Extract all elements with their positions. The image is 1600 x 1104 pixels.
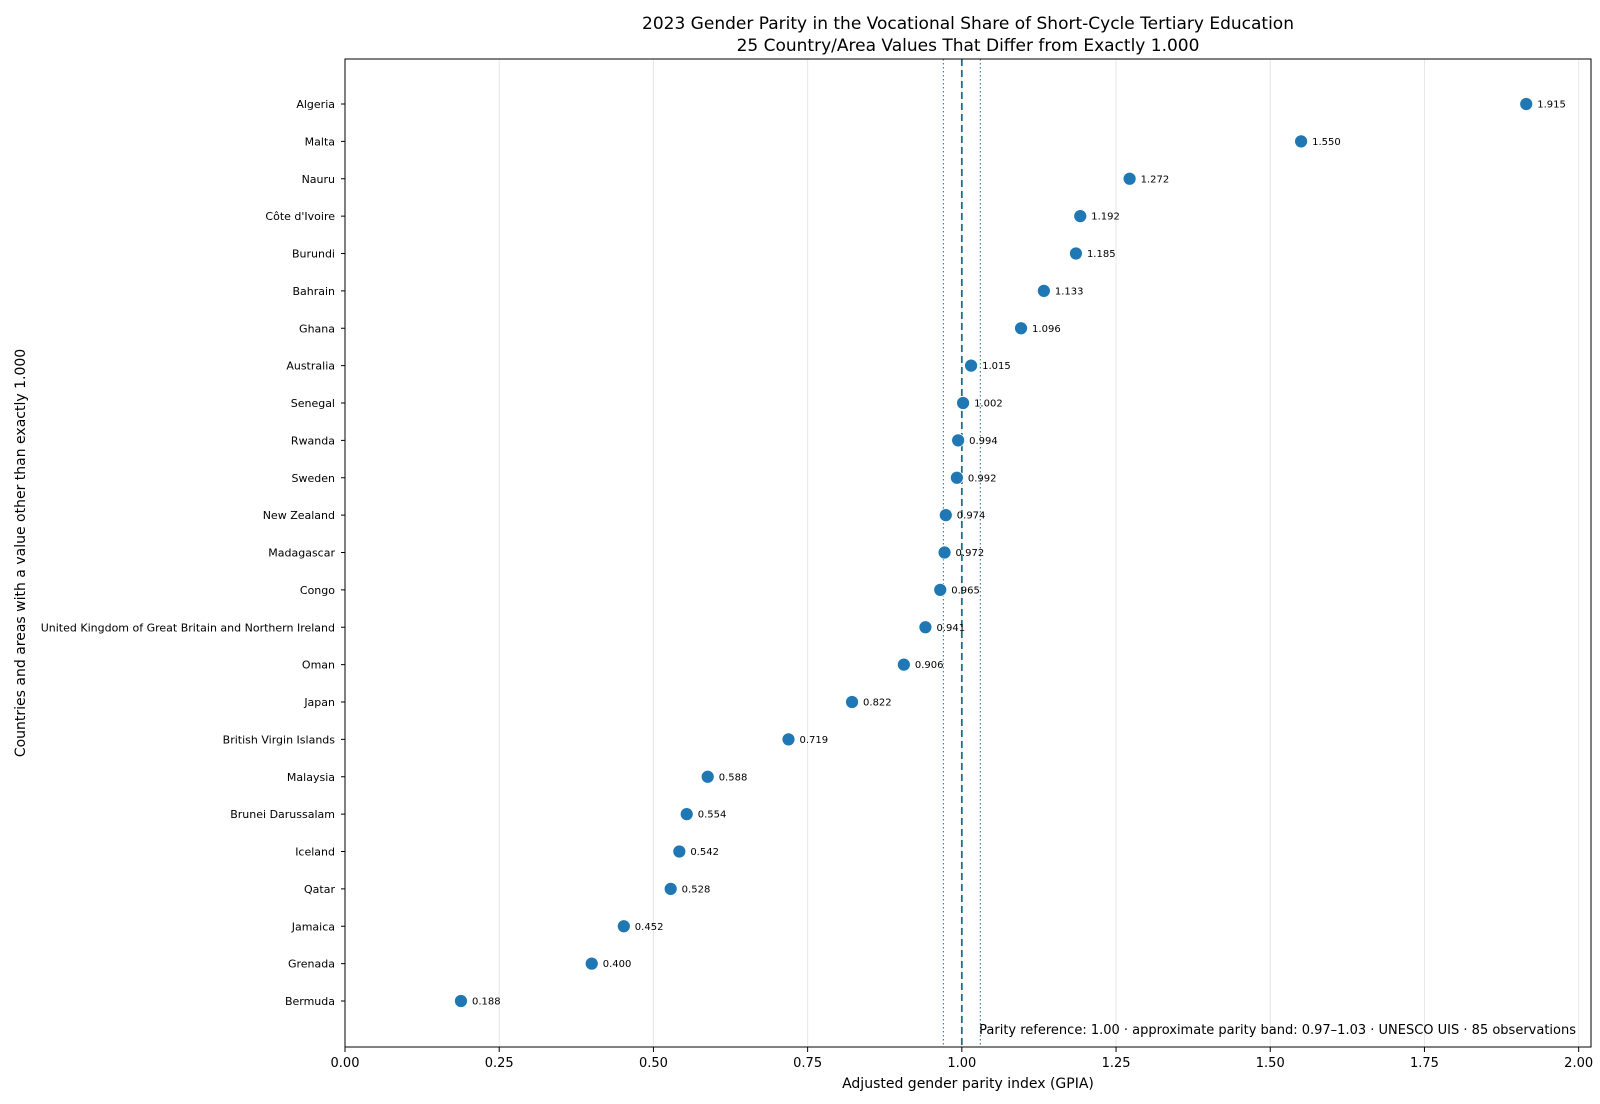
value-label: 0.906 <box>915 660 944 671</box>
data-point <box>781 732 796 747</box>
y-tick-label: Congo <box>300 584 335 597</box>
x-tick-label: 1.75 <box>1410 1056 1439 1071</box>
value-label: 0.554 <box>698 810 727 821</box>
y-tick-label: New Zealand <box>263 509 335 522</box>
data-point <box>616 919 631 934</box>
value-label: 1.272 <box>1141 174 1170 185</box>
y-tick-labels: Algeria Malta Nauru Côte d'Ivoire Burundi Bah… <box>41 98 345 1008</box>
y-tick-label: Iceland <box>295 846 335 859</box>
y-tick-label: Oman <box>302 659 335 672</box>
data-point <box>672 844 687 859</box>
value-label: 0.528 <box>682 884 711 895</box>
y-tick-label: Jamaica <box>291 920 335 933</box>
value-label: 1.185 <box>1087 249 1116 260</box>
value-label: 0.188 <box>472 997 501 1008</box>
y-axis-label: Countries and areas with a value other t… <box>13 349 29 757</box>
value-label: 0.941 <box>936 623 965 634</box>
data-point <box>1014 321 1028 336</box>
x-tick-label: 0.25 <box>485 1056 514 1071</box>
y-tick-label: Ghana <box>299 322 335 335</box>
value-label: 1.550 <box>1312 137 1341 148</box>
data-point <box>956 396 970 410</box>
data-point <box>964 358 978 373</box>
y-tick-label: Malaysia <box>287 771 335 784</box>
y-tick-label: Bermuda <box>285 995 335 1008</box>
y-tick-label: Burundi <box>292 248 335 261</box>
x-tick-label: 1.00 <box>947 1056 976 1071</box>
data-point <box>918 620 933 635</box>
chart-title: 2023 Gender Parity in the Vocational Sha… <box>642 14 1294 34</box>
y-tick-label: Sweden <box>292 472 335 485</box>
y-tick-label: Madagascar <box>268 547 335 560</box>
value-label: 0.822 <box>863 698 892 709</box>
data-point <box>896 657 911 672</box>
x-tick-label: 1.25 <box>1102 1056 1131 1071</box>
y-tick-label: United Kingdom of Great Britain and Nort… <box>41 621 335 634</box>
y-tick-label: Grenada <box>288 958 335 971</box>
value-label: 1.133 <box>1055 286 1084 297</box>
y-tick-label: Algeria <box>296 98 335 111</box>
data-point <box>1294 134 1308 149</box>
x-tick-label: 0.50 <box>639 1056 668 1071</box>
plot-frame <box>344 58 1592 1048</box>
value-label: 1.002 <box>974 399 1003 410</box>
value-label: 1.192 <box>1091 212 1120 223</box>
y-tick-label: Brunei Darussalam <box>230 808 335 821</box>
data-point <box>1069 246 1083 261</box>
y-tick-label: Rwanda <box>291 434 335 447</box>
x-tick-label: 1.50 <box>1256 1056 1285 1071</box>
data-point <box>845 695 859 709</box>
data-point <box>937 545 952 560</box>
y-tick-label: Côte d'Ivoire <box>265 210 335 223</box>
data-point <box>663 881 678 896</box>
x-tick-label: 0.75 <box>793 1056 822 1071</box>
data-point <box>679 807 694 822</box>
x-axis: 0.00 0.25 0.50 0.75 1.00 1.25 1.50 1.75 2.00 <box>331 1047 1593 1071</box>
value-label: 0.992 <box>968 473 997 484</box>
data-point <box>584 956 599 971</box>
data-point <box>949 470 964 485</box>
y-tick-label: Qatar <box>304 883 335 896</box>
data-point <box>1036 283 1051 298</box>
y-tick-label: Australia <box>286 360 335 373</box>
data-point <box>1122 171 1137 186</box>
y-tick-label: British Virgin Islands <box>223 733 336 746</box>
data-point <box>1073 209 1088 224</box>
value-label: 0.719 <box>800 735 829 746</box>
value-label: 1.015 <box>982 361 1011 372</box>
data-point <box>1519 97 1534 111</box>
x-tick-label: 2.00 <box>1564 1056 1593 1071</box>
value-label: 0.588 <box>719 772 748 783</box>
value-label: 0.965 <box>951 585 980 596</box>
value-label: 0.974 <box>957 511 986 522</box>
value-label: 0.994 <box>969 436 998 447</box>
value-label: 1.915 <box>1537 100 1566 111</box>
gridlines <box>344 59 1580 1047</box>
y-tick-label: Senegal <box>291 397 335 410</box>
data-point <box>933 582 948 597</box>
data-point <box>951 433 966 448</box>
data-point <box>938 508 953 523</box>
data-point <box>454 994 468 1008</box>
y-tick-label: Nauru <box>302 173 335 186</box>
x-tick-label: 0.00 <box>331 1056 360 1071</box>
chart-subtitle: 25 Country/Area Values That Differ from … <box>737 36 1200 56</box>
annotation-note: Parity reference: 1.00 · approximate par… <box>979 1023 1576 1038</box>
value-label: 0.972 <box>956 548 985 559</box>
value-label: 1.096 <box>1032 324 1061 335</box>
y-tick-label: Malta <box>305 135 335 148</box>
value-label: 0.542 <box>690 847 719 858</box>
y-tick-label: Bahrain <box>292 285 335 298</box>
data-point <box>700 769 715 784</box>
value-label: 0.452 <box>635 922 664 933</box>
value-label: 0.400 <box>603 959 632 970</box>
y-tick-label: Japan <box>303 696 335 709</box>
data-points: 1.915 1.550 1.272 1.192 1.185 1.133 1.096 1.015… <box>454 97 1566 1008</box>
parity-reference-lines <box>942 59 981 1047</box>
x-axis-label: Adjusted gender parity index (GPIA) <box>842 1076 1094 1092</box>
